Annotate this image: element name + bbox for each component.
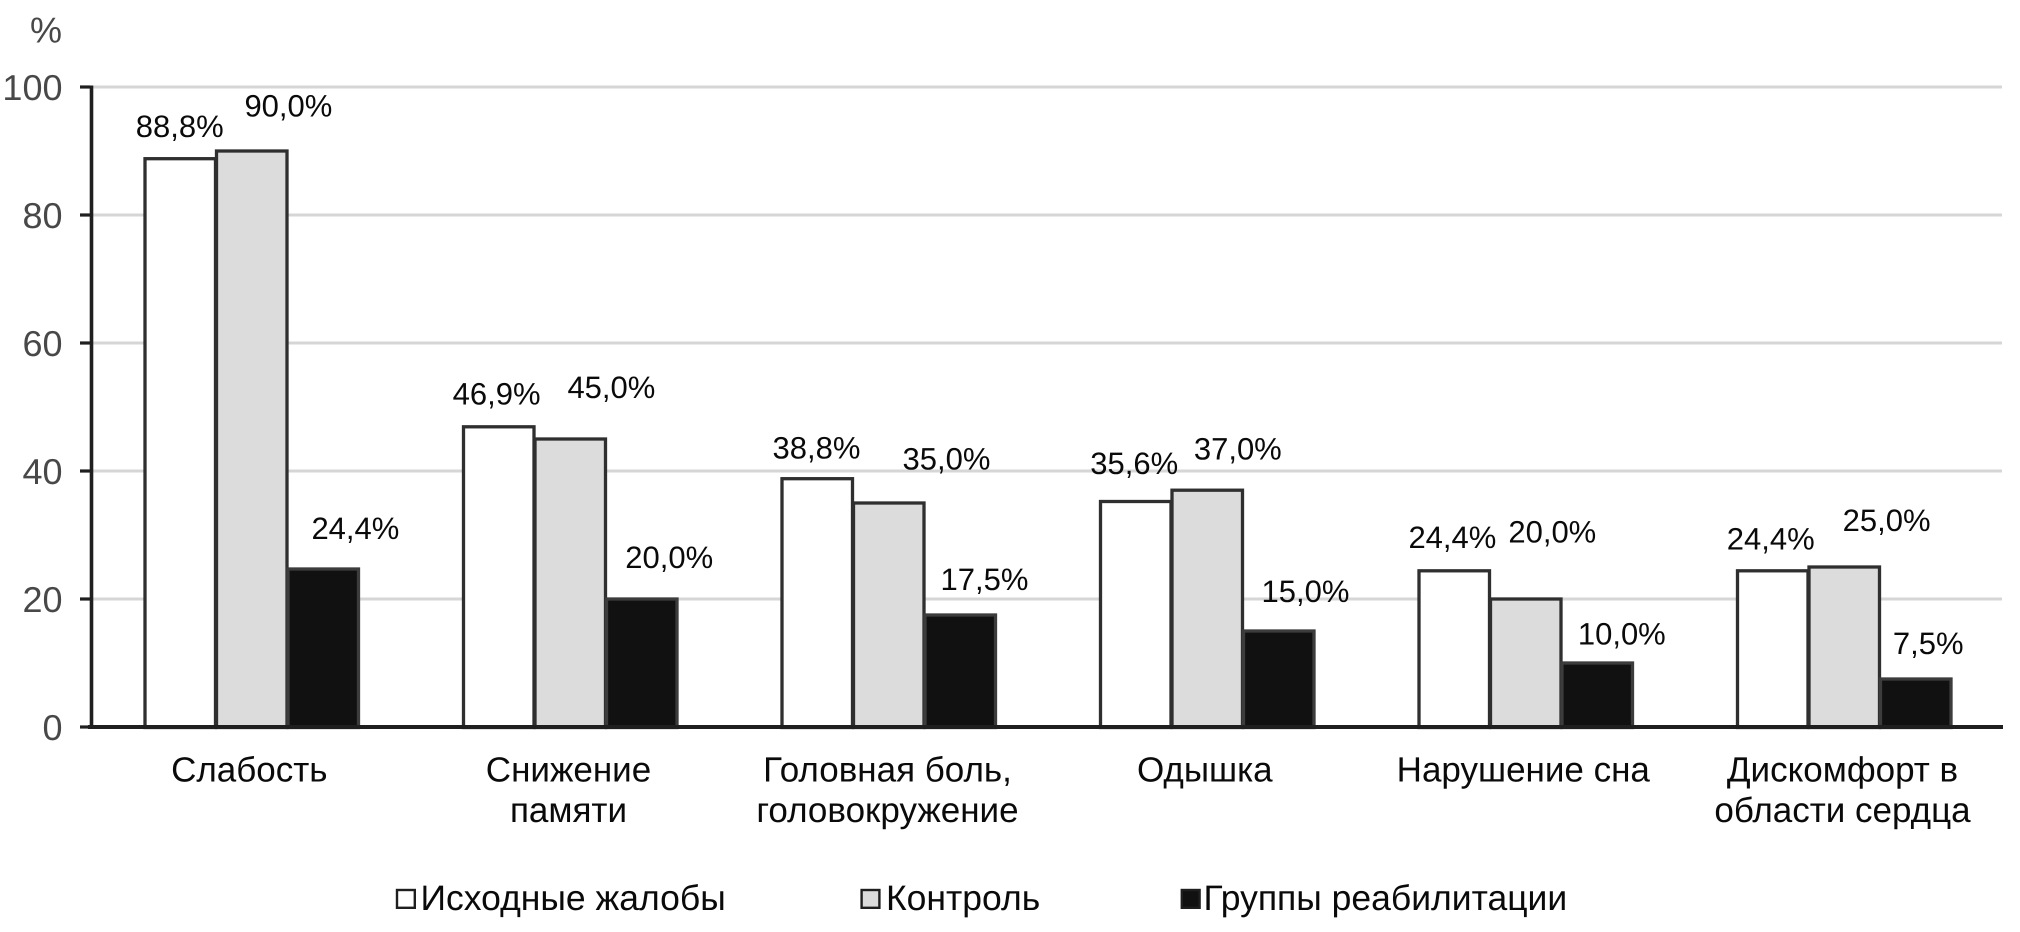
svg-text:головокружение: головокружение xyxy=(756,791,1018,830)
svg-text:80: 80 xyxy=(22,195,62,236)
svg-text:0: 0 xyxy=(42,707,62,748)
svg-text:90,0%: 90,0% xyxy=(244,89,332,124)
svg-text:Контроль: Контроль xyxy=(886,878,1040,918)
svg-text:Дискомфорт в: Дискомфорт в xyxy=(1727,751,1958,790)
svg-text:24,4%: 24,4% xyxy=(1408,520,1496,555)
svg-text:20: 20 xyxy=(22,579,62,620)
svg-text:88,8%: 88,8% xyxy=(136,109,224,144)
svg-text:60: 60 xyxy=(22,323,62,364)
svg-text:области сердца: области сердца xyxy=(1714,791,1971,830)
svg-text:24,4%: 24,4% xyxy=(311,511,399,546)
svg-text:Группы реабилитации: Группы реабилитации xyxy=(1204,878,1568,918)
svg-text:24,4%: 24,4% xyxy=(1727,522,1815,557)
svg-text:памяти: памяти xyxy=(510,791,627,830)
svg-text:40: 40 xyxy=(22,451,62,492)
svg-text:45,0%: 45,0% xyxy=(567,370,655,405)
svg-text:Одышка: Одышка xyxy=(1137,751,1273,790)
svg-text:Слабость: Слабость xyxy=(171,751,327,790)
svg-text:10,0%: 10,0% xyxy=(1578,617,1666,652)
svg-text:Исходные жалобы: Исходные жалобы xyxy=(421,878,726,918)
svg-text:7,5%: 7,5% xyxy=(1893,626,1964,661)
svg-text:Снижение: Снижение xyxy=(486,751,651,790)
svg-text:Нарушение сна: Нарушение сна xyxy=(1397,751,1651,790)
svg-text:100: 100 xyxy=(2,67,62,108)
svg-text:%: % xyxy=(30,10,62,51)
svg-text:25,0%: 25,0% xyxy=(1843,503,1931,538)
svg-text:Головная боль,: Головная боль, xyxy=(763,751,1012,790)
svg-text:20,0%: 20,0% xyxy=(625,540,713,575)
svg-text:37,0%: 37,0% xyxy=(1194,432,1282,467)
svg-text:17,5%: 17,5% xyxy=(941,562,1029,597)
svg-text:15,0%: 15,0% xyxy=(1262,574,1350,609)
svg-text:35,0%: 35,0% xyxy=(903,442,991,477)
svg-text:20,0%: 20,0% xyxy=(1508,515,1596,550)
svg-text:35,6%: 35,6% xyxy=(1090,446,1178,481)
svg-text:46,9%: 46,9% xyxy=(453,377,541,412)
svg-text:38,8%: 38,8% xyxy=(773,431,861,466)
